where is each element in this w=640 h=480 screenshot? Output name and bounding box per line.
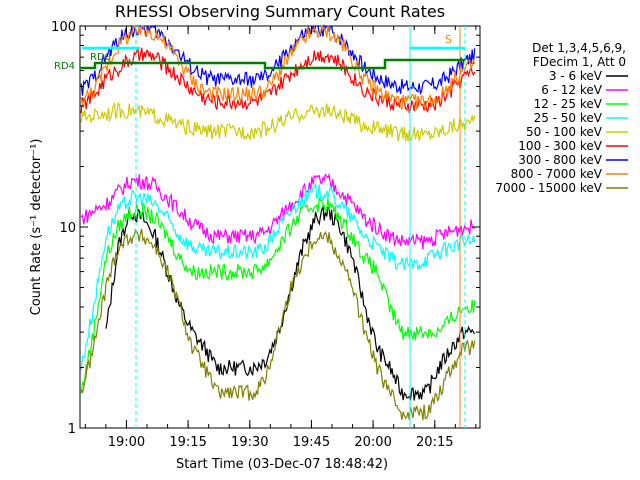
decimation-state-line [80,58,465,70]
x-tick-label: 20:15 [416,435,453,450]
y-axis-label: Count Rate (s⁻¹ detector⁻¹) [29,139,44,316]
x-tick-label: 19:00 [108,435,145,450]
series-line-50-100-kev [80,101,476,142]
x-tick-label: 19:30 [231,435,268,450]
series-layer [80,23,476,421]
legend-label-800-7000-kev: 800 - 7000 keV [511,167,603,181]
x-axis: 19:00 19:15 19:30 19:45 20:00 20:15 [84,26,477,450]
annotation-rd0: RD0 [90,52,111,63]
x-tick-label: 19:45 [293,435,330,450]
x-axis-label: Start Time (03-Dec-07 18:48:42) [176,457,388,472]
series-line-800-7000-kev [80,24,476,110]
legend: Det 1,3,4,5,6,9, FDecim 1, Att 0 3 - 6 k… [495,41,628,195]
y-tick-label: 1 [68,422,76,437]
legend-label-300-800-kev: 300 - 800 keV [518,153,602,167]
annotation-rd4: RD4 [54,61,75,72]
series-line-100-300-kev [80,47,476,114]
series-line-12-25-kev [80,195,476,394]
annotation-s: S [445,33,452,46]
y-tick-label: 100 [51,20,76,35]
legend-label-7000-15000-kev: 7000 - 15000 keV [495,181,602,195]
annotation-layer: RD0 RD4 S [54,33,452,72]
legend-label-100-300-kev: 100 - 300 keV [518,139,602,153]
legend-label-25-50-kev: 25 - 50 keV [534,111,603,125]
plot-area: RD0 RD4 S [54,23,481,429]
legend-header-line-2: FDecim 1, Att 0 [533,55,626,69]
legend-label-12-25-kev: 12 - 25 keV [534,97,603,111]
series-line-6-12-kev [80,172,475,250]
chart-title: RHESSI Observing Summary Count Rates [115,2,445,21]
y-axis: 1 10 100 [51,20,480,437]
y-tick-label: 10 [59,221,76,236]
legend-label-6-12-kev: 6 - 12 keV [541,83,603,97]
series-line-7000-15000-kev [80,228,476,421]
legend-label-3-6-kev: 3 - 6 keV [549,69,603,83]
legend-label-50-100-kev: 50 - 100 keV [526,125,603,139]
marker-layer [80,26,466,428]
legend-header-line-1: Det 1,3,4,5,6,9, [532,41,626,55]
x-tick-label: 19:15 [169,435,206,450]
x-tick-label: 20:00 [354,435,391,450]
series-line-25-50-kev [80,182,476,371]
